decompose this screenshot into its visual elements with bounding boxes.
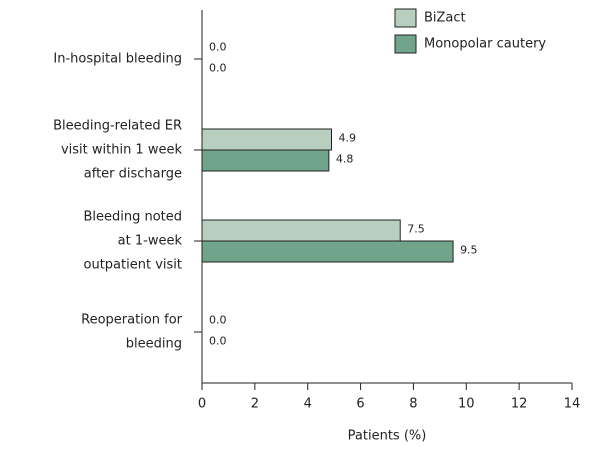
value-label: 0.0	[209, 314, 227, 327]
x-tick-label: 4	[304, 397, 312, 412]
value-label: 7.5	[407, 223, 425, 236]
x-tick-label: 12	[511, 397, 528, 412]
bar	[201, 219, 401, 242]
value-label: 0.0	[209, 41, 227, 54]
y-tick-label: bleeding	[126, 337, 182, 352]
bar	[201, 128, 332, 151]
x-axis-label: Patients (%)	[348, 429, 427, 444]
value-label: 0.0	[209, 335, 227, 348]
y-tick-label: visit within 1 week	[61, 143, 183, 158]
value-label: 4.8	[336, 153, 354, 166]
y-tick-label: after discharge	[84, 167, 182, 182]
legend-label: BiZact	[424, 11, 466, 26]
x-tick-label: 2	[251, 397, 259, 412]
legend-swatch	[394, 34, 417, 54]
value-label: 4.9	[339, 132, 357, 145]
y-tick-label: In-hospital bleeding	[53, 52, 182, 67]
bar	[201, 149, 330, 172]
y-tick-label: Bleeding-related ER	[53, 119, 182, 134]
y-tick-label: at 1-week	[118, 234, 183, 249]
x-tick-label: 14	[564, 397, 581, 412]
y-tick-label: outpatient visit	[84, 258, 182, 273]
bar	[201, 240, 454, 263]
legend-label: Monopolar cautery	[424, 37, 546, 52]
legend-swatch	[394, 8, 417, 28]
x-tick-label: 6	[356, 397, 364, 412]
y-tick-label: Reoperation for	[81, 313, 183, 328]
y-tick-label: Bleeding noted	[83, 210, 182, 225]
value-label: 0.0	[209, 62, 227, 75]
x-tick-label: 10	[458, 397, 475, 412]
x-tick-label: 0	[198, 397, 206, 412]
value-label: 9.5	[460, 244, 478, 257]
x-tick-label: 8	[409, 397, 417, 412]
